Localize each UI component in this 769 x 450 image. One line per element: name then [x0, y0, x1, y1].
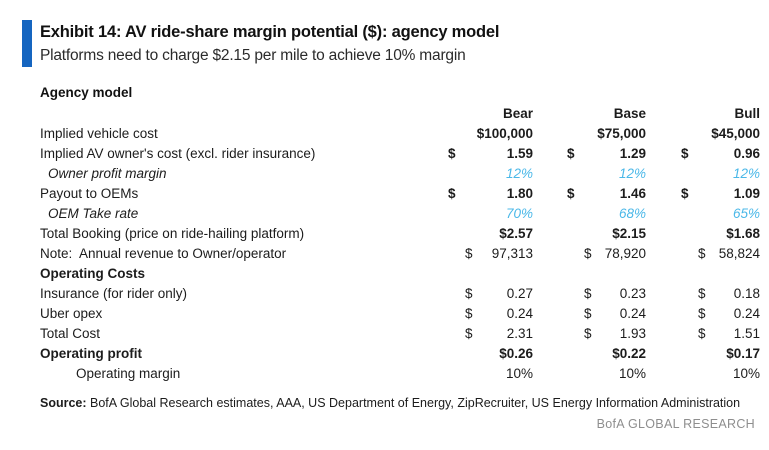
table-section-row: Operating Costs — [40, 263, 760, 283]
cell-value: 1.59 — [506, 145, 533, 161]
row-label: Owner profit margin — [48, 165, 167, 181]
cell-value: 1.29 — [619, 145, 646, 161]
cell-value: $0.22 — [612, 345, 646, 361]
cell-value: 70% — [505, 205, 533, 221]
table-row: Operating profit $0.26 $0.22 $0.17 — [40, 343, 760, 363]
cell-value: $2.57 — [499, 225, 533, 241]
currency-symbol: $ — [465, 285, 473, 301]
section-title: Agency model — [40, 85, 133, 100]
table-row: Implied vehicle cost $100,000 $75,000 $4… — [40, 123, 760, 143]
cell-value: 0.27 — [506, 285, 533, 301]
row-label: Implied AV owner's cost (excl. rider ins… — [40, 145, 316, 161]
cell-value: 10% — [505, 365, 533, 381]
currency-symbol: $ — [465, 325, 473, 341]
table-row: Payout to OEMs $1.80 $1.46 $1.09 — [40, 183, 760, 203]
cell-value: 0.96 — [733, 145, 760, 161]
currency-symbol: $ — [698, 325, 706, 341]
row-label: Total Cost — [40, 325, 101, 341]
cell-value: 10% — [618, 365, 646, 381]
source-label: Source: — [40, 396, 87, 410]
cell-value: $75,000 — [597, 125, 646, 141]
source-line: Source: BofA Global Research estimates, … — [40, 396, 769, 410]
cell-value: 1.46 — [619, 185, 646, 201]
row-label: Total Booking (price on ride-hailing pla… — [40, 225, 305, 241]
cell-value: 1.51 — [733, 325, 760, 341]
table-row: Uber opex $0.24 $0.24 $0.24 — [40, 303, 760, 323]
cell-value: 68% — [618, 205, 646, 221]
cell-value: 0.18 — [733, 285, 760, 301]
cell-value: 65% — [732, 205, 760, 221]
source-text: BofA Global Research estimates, AAA, US … — [86, 396, 741, 410]
exhibit-titles: Exhibit 14: AV ride-share margin potenti… — [32, 20, 499, 67]
cell-value: 12% — [618, 165, 646, 181]
row-label: Payout to OEMs — [40, 185, 139, 201]
column-header-bear: Bear — [502, 105, 533, 121]
currency-symbol: $ — [584, 285, 592, 301]
currency-symbol: $ — [448, 145, 456, 161]
table-row: Owner profit margin 12% 12% 12% — [40, 163, 760, 183]
currency-symbol: $ — [698, 285, 706, 301]
table-row: Total Cost $2.31 $1.93 $1.51 — [40, 323, 760, 343]
agency-model-table: Bear Base Bull Implied vehicle cost $100… — [40, 103, 760, 383]
cell-value: 12% — [732, 165, 760, 181]
table-row: Operating margin 10% 10% 10% — [40, 363, 760, 383]
cell-value: 12% — [505, 165, 533, 181]
column-header-base: Base — [613, 105, 646, 121]
accent-bar — [22, 20, 32, 67]
table-header-row: Bear Base Bull — [40, 103, 760, 123]
row-label: Insurance (for rider only) — [40, 285, 188, 301]
exhibit-subtitle: Platforms need to charge $2.15 per mile … — [40, 47, 466, 64]
cell-value: 97,313 — [491, 245, 533, 261]
cell-value: $0.17 — [726, 345, 760, 361]
row-label: Note: Annual revenue to Owner/operator — [40, 245, 287, 261]
cell-value: $0.26 — [499, 345, 533, 361]
currency-symbol: $ — [567, 185, 575, 201]
exhibit-header: Exhibit 14: AV ride-share margin potenti… — [22, 20, 749, 67]
currency-symbol: $ — [567, 145, 575, 161]
brand-line: BofA GLOBAL RESEARCH — [596, 417, 755, 431]
cell-value: $1.68 — [726, 225, 760, 241]
currency-symbol: $ — [448, 185, 456, 201]
cell-value: $100,000 — [476, 125, 533, 141]
exhibit-title: Exhibit 14: AV ride-share margin potenti… — [40, 23, 500, 41]
cell-value: 58,824 — [718, 245, 760, 261]
row-label: Implied vehicle cost — [40, 125, 158, 141]
column-header-bull: Bull — [734, 105, 761, 121]
currency-symbol: $ — [584, 325, 592, 341]
cell-value: 0.24 — [506, 305, 533, 321]
currency-symbol: $ — [681, 145, 689, 161]
row-label: Uber opex — [40, 305, 103, 321]
cell-value: 0.23 — [619, 285, 646, 301]
cell-value: 1.09 — [733, 185, 760, 201]
cell-value: 0.24 — [733, 305, 760, 321]
currency-symbol: $ — [584, 245, 592, 261]
row-label: OEM Take rate — [48, 205, 139, 221]
row-label: Operating Costs — [40, 265, 146, 281]
cell-value: 10% — [732, 365, 760, 381]
currency-symbol: $ — [465, 305, 473, 321]
table-row: OEM Take rate 70% 68% 65% — [40, 203, 760, 223]
cell-value: 2.31 — [506, 325, 533, 341]
cell-value: 1.93 — [619, 325, 646, 341]
cell-value: 1.80 — [506, 185, 533, 201]
currency-symbol: $ — [584, 305, 592, 321]
currency-symbol: $ — [698, 305, 706, 321]
table-row: Note: Annual revenue to Owner/operator $… — [40, 243, 760, 263]
currency-symbol: $ — [465, 245, 473, 261]
table-row: Insurance (for rider only) $0.27 $0.23 $… — [40, 283, 760, 303]
table-row: Total Booking (price on ride-hailing pla… — [40, 223, 760, 243]
row-label: Operating profit — [40, 345, 142, 361]
row-label: Operating margin — [76, 365, 181, 381]
header-spacer — [40, 103, 448, 123]
cell-value: 78,920 — [604, 245, 646, 261]
currency-symbol: $ — [698, 245, 706, 261]
cell-value: $45,000 — [711, 125, 760, 141]
cell-value: 0.24 — [619, 305, 646, 321]
currency-symbol: $ — [681, 185, 689, 201]
cell-value: $2.15 — [612, 225, 646, 241]
table-row: Implied AV owner's cost (excl. rider ins… — [40, 143, 760, 163]
